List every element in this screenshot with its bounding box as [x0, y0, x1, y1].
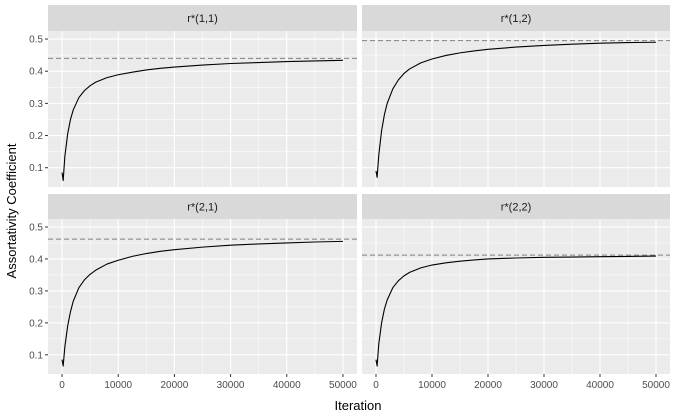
series-line	[375, 41, 657, 178]
x-tick-label: 10000	[104, 380, 132, 391]
y-tick-label: 0.2	[29, 131, 43, 142]
x-tick-label: 20000	[161, 380, 189, 391]
y-axis-title: Assortativity Coefficient	[4, 143, 19, 278]
facet-strip	[362, 5, 670, 31]
y-tick-label: 0.1	[29, 163, 43, 174]
x-tick-label: 10000	[418, 380, 446, 391]
x-tick-label: 30000	[217, 380, 245, 391]
series-line	[61, 59, 343, 182]
x-tick-label: 50000	[642, 380, 670, 391]
y-tick-label: 0.5	[29, 222, 43, 233]
facet-panel-3: r*(2,1) 0.1 0.2 0.3 0.4 0.5 0 10000 20000 30000 40…	[29, 194, 357, 391]
y-tick-label: 0.3	[29, 99, 43, 110]
y-tick-label: 0.4	[29, 67, 43, 78]
x-tick-label: 50000	[329, 380, 357, 391]
facet-panel-1: r*(1,1) 0.1 0.2 0.3 0.4 0.5	[29, 5, 357, 187]
x-tick-label: 0	[373, 380, 379, 391]
facet-strip-label: r*(2,2)	[501, 202, 532, 214]
x-tick-label: 20000	[474, 380, 502, 391]
y-tick-label: 0.2	[29, 318, 43, 329]
facet-strip-label: r*(1,2)	[501, 13, 532, 25]
facet-panel-4: r*(2,2) 0 10000 20000 30000 40000 50000	[362, 194, 670, 391]
x-axis-title: Iteration	[335, 398, 382, 413]
facet-strip	[48, 5, 357, 31]
series-line	[61, 240, 343, 367]
facet-strip-label: r*(1,1)	[187, 13, 218, 25]
facet-strip	[362, 194, 670, 219]
x-tick-label: 0	[59, 380, 65, 391]
series-line	[375, 255, 657, 367]
x-tick-label: 30000	[530, 380, 558, 391]
y-tick-label: 0.4	[29, 254, 43, 265]
y-tick-label: 0.5	[29, 35, 43, 46]
y-tick-label: 0.3	[29, 286, 43, 297]
y-tick-label: 0.1	[29, 350, 43, 361]
x-tick-label: 40000	[586, 380, 614, 391]
facet-strip-label: r*(2,1)	[187, 202, 218, 214]
facet-panel-2: r*(1,2)	[362, 5, 670, 187]
x-tick-label: 40000	[273, 380, 301, 391]
facet-strip	[48, 194, 357, 219]
